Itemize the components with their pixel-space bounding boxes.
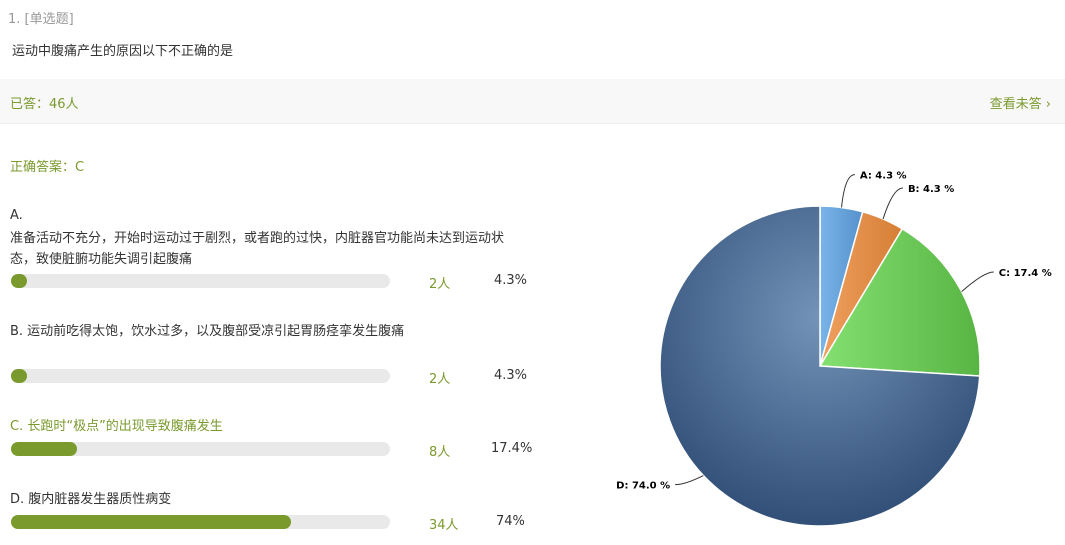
- question-type: 1. [单选题]: [8, 12, 74, 27]
- progress-bar: [11, 442, 390, 456]
- option-percent: 4.3%: [494, 368, 528, 383]
- progress-fill: [11, 515, 292, 529]
- view-unanswered-label: 查看未答: [989, 97, 1042, 112]
- answered-count: 已答：46人: [10, 97, 79, 112]
- pie-label: C: 17.4 %: [999, 268, 1052, 279]
- option-d-label: D. 腹内脏器发生器质性病变: [10, 492, 172, 507]
- option-b-label: B. 运动前吃得太饱，饮水过多，以及腹部受凉引起胃肠痉挛发生腹痛: [10, 324, 405, 339]
- option-count: 34人: [429, 518, 459, 533]
- pie-slice-C[interactable]: [818, 227, 981, 377]
- progress-bar: [11, 274, 390, 288]
- pie-label: A: 4.3 %: [860, 171, 907, 182]
- view-unanswered-link[interactable]: 查看未答 ›: [990, 93, 1051, 112]
- progress-bar: [11, 369, 390, 383]
- label-connector: [675, 475, 704, 486]
- progress-fill: [11, 274, 28, 288]
- answered-bar: 已答：46人 查看未答 ›: [0, 79, 1065, 124]
- label-connector: [961, 271, 994, 292]
- option-a-text: 准备活动不充分，开始时运动过于剧烈，或者跑的过快，内脏器官功能尚未达到运动状: [10, 231, 505, 246]
- option-percent: 4.3%: [494, 273, 528, 288]
- progress-fill: [11, 369, 28, 383]
- correct-answer: 正确答案：C: [10, 160, 85, 175]
- chevron-right-icon: ›: [1045, 97, 1051, 112]
- pie-label: B: 4.3 %: [908, 184, 954, 195]
- option-c-label: C. 长跑时“极点”的出现导致腹痛发生: [10, 419, 223, 434]
- progress-fill: [11, 442, 77, 456]
- question-title: 运动中腹痛产生的原因以下不正确的是: [12, 44, 234, 59]
- option-percent: 74%: [496, 514, 525, 529]
- pie-slice-D[interactable]: [659, 205, 981, 527]
- label-connector: [841, 174, 856, 208]
- option-a-label: A.: [10, 208, 23, 223]
- option-percent: 17.4%: [491, 441, 533, 456]
- option-count: 2人: [429, 277, 451, 292]
- option-count: 8人: [429, 445, 451, 460]
- pie-label: D: 74.0 %: [616, 481, 670, 492]
- label-connector: [882, 187, 904, 220]
- option-a-text-2: 态，致使脏腑功能失调引起腹痛: [10, 252, 193, 267]
- option-count: 2人: [429, 372, 451, 387]
- progress-bar: [11, 515, 390, 529]
